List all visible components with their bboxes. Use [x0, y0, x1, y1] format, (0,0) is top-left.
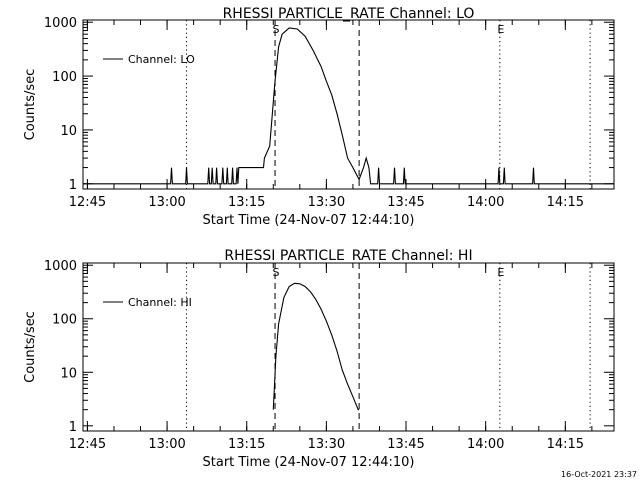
- x-tick-label: 13:15: [228, 437, 265, 452]
- y-tick-label: 10: [60, 366, 77, 381]
- x-tick-label: 13:00: [148, 195, 185, 210]
- marker-label: S: [273, 266, 280, 279]
- marker-label: E: [497, 266, 504, 279]
- chart-title: RHESSI PARTICLE_RATE Channel: LO: [223, 6, 475, 22]
- x-tick-label: 12:45: [69, 195, 106, 210]
- y-tick-label: 1: [69, 420, 77, 435]
- series-line: [83, 27, 614, 185]
- y-axis-label: Counts/sec: [23, 311, 38, 383]
- x-tick-label: 13:45: [387, 437, 424, 452]
- y-tick-label: 1000: [44, 16, 77, 31]
- marker-label: S: [273, 23, 280, 36]
- x-axis-label: Start Time (24-Nov-07 12:44:10): [203, 213, 415, 228]
- y-tick-label: 10: [60, 124, 77, 139]
- chart-title: RHESSI PARTICLE_RATE Channel: HI: [224, 248, 472, 264]
- x-tick-label: 13:15: [228, 195, 265, 210]
- x-axis-label: Start Time (24-Nov-07 12:44:10): [203, 455, 415, 470]
- series-line: [272, 282, 360, 411]
- x-tick-label: 12:45: [69, 437, 106, 452]
- x-tick-label: 14:15: [547, 195, 584, 210]
- x-tick-label: 14:00: [467, 437, 504, 452]
- y-tick-label: 1: [69, 178, 77, 193]
- footer-timestamp: 16-Oct-2021 23:37: [561, 470, 637, 479]
- y-tick-label: 100: [52, 313, 77, 328]
- y-tick-label: 100: [52, 70, 77, 85]
- x-tick-label: 13:30: [308, 195, 345, 210]
- chart-panel-hi: RHESSI PARTICLE_RATE Channel: HI S E 1 10 100…: [23, 248, 615, 470]
- plot-frame: [82, 19, 615, 190]
- plot-frame: [82, 262, 615, 432]
- y-axis-label: Counts/sec: [23, 69, 38, 141]
- chart-panel-lo: RHESSI PARTICLE_RATE Channel: LOS E 1 10 100…: [23, 6, 615, 228]
- x-tick-label: 13:00: [148, 437, 185, 452]
- legend-entry: Channel: LO: [128, 53, 195, 66]
- x-tick-label: 13:30: [308, 437, 345, 452]
- x-tick-label: 14:00: [467, 195, 504, 210]
- y-tick-label: 1000: [44, 259, 77, 274]
- marker-label: E: [497, 23, 504, 36]
- legend-entry: Channel: HI: [128, 296, 192, 309]
- x-tick-label: 14:15: [547, 437, 584, 452]
- x-tick-label: 13:45: [387, 195, 424, 210]
